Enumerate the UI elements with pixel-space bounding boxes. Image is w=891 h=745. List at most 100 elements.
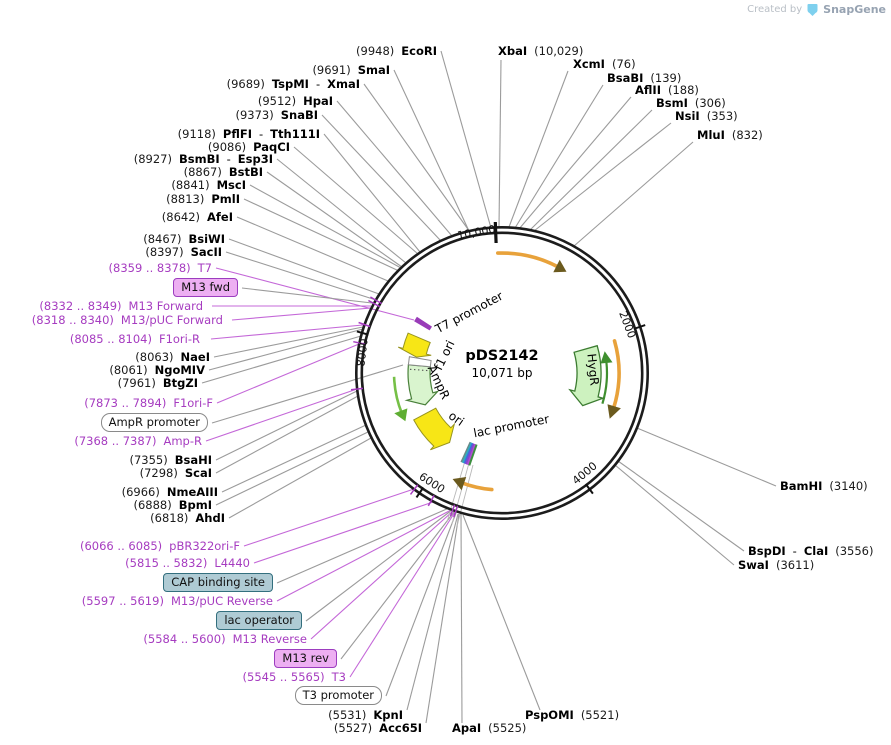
site-label-ecoRI[interactable]: (9948) EcoRI [356,43,437,59]
scale-label-8000: 8000 [354,338,370,367]
site-label-mluI[interactable]: MluI (832) [697,127,763,143]
site-label-part: (3140) [829,479,868,493]
site-label-part: M13 Forward [128,299,203,313]
site-label-afeI[interactable]: (8642) AfeI [162,209,233,225]
site-label-paqCI[interactable]: (9086) PaqCI [208,139,290,155]
site-label-apaI[interactable]: ApaI (5525) [452,720,526,736]
site-label-kpnI[interactable]: (5531) KpnI [328,707,403,723]
site-label-sacII[interactable]: (8397) SacII [145,244,222,260]
site-label-xcmI[interactable]: XcmI (76) [573,56,636,72]
site-label-part: (5545 .. 5565) [242,670,325,684]
site-label-amp-r[interactable]: (7368 .. 7387) Amp-R [74,433,202,449]
orf-arc-top[interactable] [496,251,567,273]
site-label-part: BsaHI [174,453,212,467]
site-label-part: (8332 .. 8349) [39,299,122,313]
site-label-part: MscI [216,178,246,192]
feature-box-ampr-promoter[interactable] [407,356,432,368]
site-label-ngoMIV[interactable]: (8061) NgoMIV [109,362,205,378]
site-label-t3-primer[interactable]: (5545 .. 5565) T3 [243,669,346,685]
site-label-bsaBI[interactable]: BsaBI (139) [607,70,681,86]
orf-arc-right[interactable] [607,339,621,419]
site-label-btgZI[interactable]: (7961) BtgZI [118,375,198,391]
site-label-part: (6966) [121,485,160,499]
site-label-t7-primer[interactable]: (8359 .. 8378) T7 [109,260,212,276]
site-label-bpmI[interactable]: (6888) BpmI [133,497,212,513]
watermark: Created by SnapGene [747,3,886,16]
site-label-mscI[interactable]: (8841) MscI [171,177,246,193]
feature-label-hygr[interactable]: HygR [584,353,601,386]
site-label-acc65I[interactable]: (5527) Acc65I [334,720,422,736]
site-label-f1ori-r[interactable]: (8085 .. 8104) F1ori-R [70,331,200,347]
feature-arrow-ori[interactable] [413,407,456,451]
site-label-bsiWI[interactable]: (8467) BsiWI [143,231,225,247]
site-label-bsmBI-esp3I[interactable]: (8927) BsmBI - Esp3I [134,151,273,167]
site-label-bstBI[interactable]: (8867) BstBI [184,164,263,180]
site-label-part: (6818) [150,511,189,525]
site-label-m13-puc-forward[interactable]: (8318 .. 8340) M13/pUC Forward [32,312,223,328]
callout-line-l4440 [253,501,434,564]
site-label-pspOMI[interactable]: PspOMI (5521) [525,707,619,723]
site-label-hpaI[interactable]: (9512) HpaI [258,93,333,109]
callout-line-swaI [614,464,735,566]
site-label-bamHI[interactable]: BamHI (3140) [780,478,868,494]
site-label-smaI[interactable]: (9691) SmaI [312,62,390,78]
site-label-part: (8841) [171,178,210,192]
site-label-part: M13 rev [282,651,329,665]
site-label-part: - [315,77,321,91]
site-label-lac-operator[interactable]: lac operator [216,611,302,630]
site-label-part: (5525) [488,721,527,735]
callout-line-bsaBI [514,84,604,229]
site-label-naeI[interactable]: (8063) NaeI [135,349,210,365]
site-label-bsaHI[interactable]: (7355) BsaHI [129,452,212,468]
site-label-pbr322ori-f[interactable]: (6066 .. 6085) pBR322ori-F [80,538,240,554]
site-label-part: (8318 .. 8340) [31,313,114,327]
site-label-part: (6888) [133,498,172,512]
site-label-bsmI[interactable]: BsmI (306) [656,95,726,111]
site-label-m13-forward[interactable]: (8332 .. 8349) M13 Forward [39,298,203,314]
callout-line-pmlI [243,198,400,272]
site-label-part: Tth111I [270,127,320,141]
feature-arrow-f1-ori[interactable] [397,332,432,358]
site-label-m13-reverse[interactable]: (5584 .. 5600) M13 Reverse [143,631,307,647]
plasmid-name: pDS2142 [465,348,539,364]
orf-arc-bottom[interactable] [452,477,494,492]
site-label-aflII[interactable]: AflII (188) [635,82,699,98]
site-label-pmlI[interactable]: (8813) PmlI [166,191,240,207]
feature-label-t7-promoter[interactable]: T7 promoter [432,289,505,337]
site-label-l4440[interactable]: (5815 .. 5832) L4440 [125,555,250,571]
arrowhead-icon [553,259,567,273]
feature-arrow-hygr[interactable] [568,344,606,407]
site-label-nsiI[interactable]: NsiI (353) [675,108,738,124]
site-label-ampr-promoter[interactable]: AmpR promoter [100,413,208,432]
site-label-ahdI[interactable]: (6818) AhdI [150,510,225,526]
site-label-part: BstBI [228,165,263,179]
site-label-bspDI-claI[interactable]: BspDI - ClaI (3556) [748,543,874,559]
site-label-part: (8061) [109,363,148,377]
site-label-part: F1ori-R [158,332,200,346]
site-label-pflFI-tth111I[interactable]: (9118) PflFI - Tth111I [178,126,320,142]
site-label-m13-fwd[interactable]: M13 fwd [173,278,238,297]
site-label-xbaI[interactable]: XbaI (10,029) [498,43,583,59]
site-label-part: (5521) [580,708,620,722]
callout-line-ecoRI [440,50,492,229]
site-label-snaBI[interactable]: (9373) SnaBI [235,107,318,123]
site-label-nmeAIII[interactable]: (6966) NmeAIII [122,484,218,500]
feature-arrow-ampr[interactable] [404,364,440,406]
site-label-m13-rev[interactable]: M13 rev [274,649,337,668]
site-label-cap-binding-site[interactable]: CAP binding site [163,573,273,592]
site-label-part: BsmI [656,96,688,110]
site-label-m13-puc-reverse[interactable]: (5597 .. 5619) M13/pUC Reverse [82,593,273,609]
site-label-scaI[interactable]: (7298) ScaI [140,465,212,481]
site-label-part: (3611) [775,558,815,572]
site-label-swaI[interactable]: SwaI (3611) [738,557,814,573]
site-label-tspMI-xmaI[interactable]: (9689) TspMI - XmaI [227,76,360,92]
site-label-part: (5815 .. 5832) [125,556,208,570]
site-label-part: (5527) [333,721,373,735]
feature-label-lac-promoter[interactable]: lac promoter [472,412,550,440]
site-label-part: (8642) [161,210,201,224]
feature-bar-t7-promoter[interactable] [414,316,432,331]
callout-line-t3-promoter [385,512,457,697]
site-label-part: (832) [731,128,763,142]
site-label-t3-promoter[interactable]: T3 promoter [294,686,382,705]
site-label-f1ori-f[interactable]: (7873 .. 7894) F1ori-F [84,395,213,411]
